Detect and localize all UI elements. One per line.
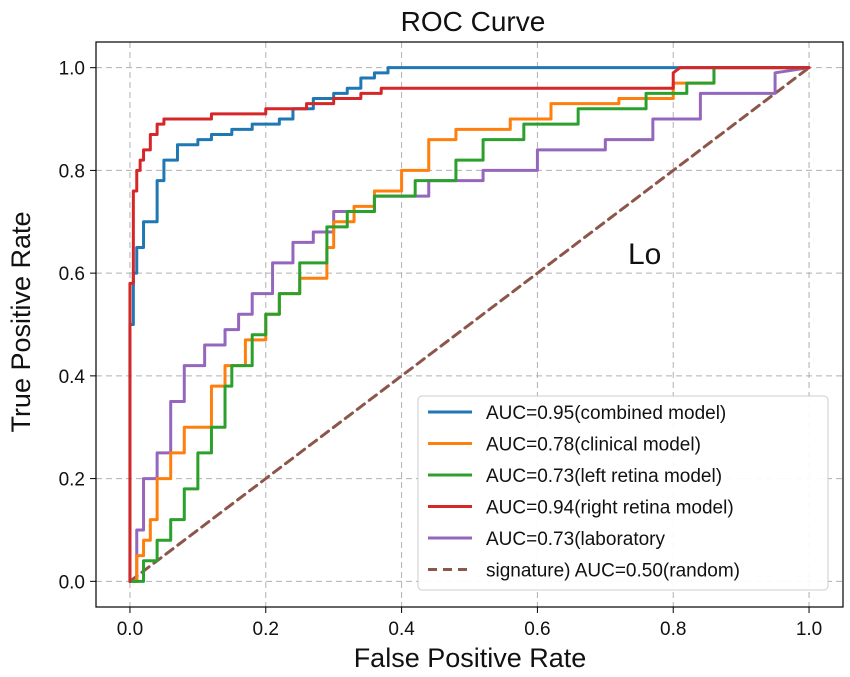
series-line-3 [128,66,811,583]
series-line-1 [128,66,811,583]
legend-label-4: AUC=0.94(right retina model) [486,498,734,519]
legend-label-2: AUC=0.78(clinical model) [486,435,701,456]
y-tick-label: 0.4 [59,367,86,388]
x-tick-label: 0.4 [388,619,415,640]
series-layer [128,66,811,583]
x-tick-label: 0.2 [253,619,279,640]
x-tick-label: 0.8 [660,619,686,640]
series-line-6 [128,66,811,583]
y-tick-label: 0.2 [59,470,85,491]
y-tick-label: 1.0 [59,59,85,80]
legend-label-1: AUC=0.95(combined model) [486,403,726,424]
legend-label-5: AUC=0.73(laboratory [486,529,666,550]
legend-label-6: signature) AUC=0.50(random) [486,561,740,582]
plot-frame [95,41,844,608]
series-line-5 [128,66,811,583]
y-axis-title: True Positive Rate [6,211,36,432]
x-axis-title: False Positive Rate [354,643,587,673]
legend: AUC=0.95(combined model) AUC=0.78(clinica… [417,395,829,591]
legend-label-3: AUC=0.73(left retina model) [486,466,722,487]
x-tick-label: 0.6 [524,619,550,640]
y-tick-label: 0.6 [59,264,85,285]
series-line-4 [128,66,811,583]
annotation-text: Lo [628,238,661,271]
y-tick-label: 0.8 [59,161,85,182]
legend-items: AUC=0.95(combined model) AUC=0.78(clinica… [428,403,740,582]
chart-title: ROC Curve [401,6,546,37]
x-tick-label: 1.0 [796,619,822,640]
series-line-2 [128,66,811,583]
ticks: 0.0 0.2 0.4 0.6 0.8 1.0 0.0 0.2 0.4 0.6 0.8 1.0 [59,59,823,640]
x-tick-label: 0.0 [117,619,143,640]
y-tick-label: 0.0 [59,572,85,593]
legend-box [417,395,829,591]
